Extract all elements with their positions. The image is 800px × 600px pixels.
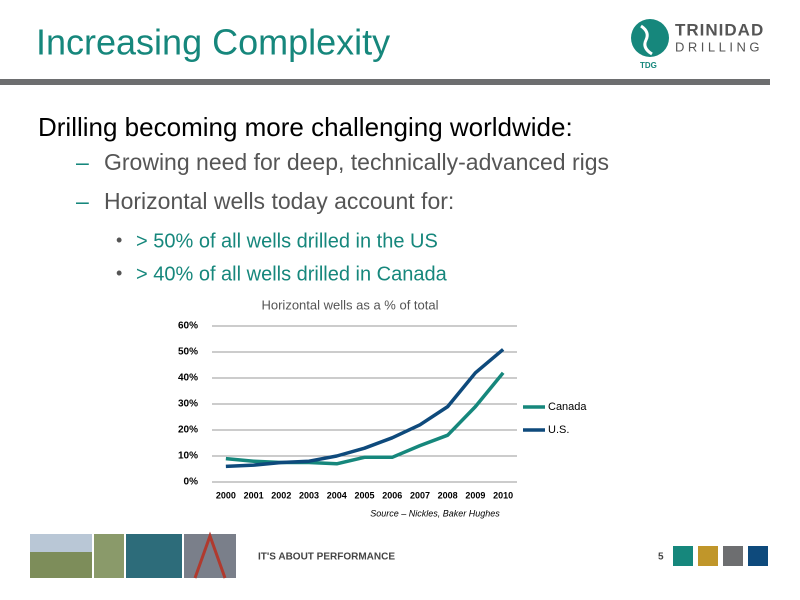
slide-title: Increasing Complexity — [36, 22, 390, 63]
x-tick-label: 2006 — [382, 490, 402, 500]
page-number: 5 — [658, 552, 664, 563]
x-tick-label: 2009 — [465, 490, 485, 500]
x-tick-label: 2004 — [327, 490, 347, 500]
x-tick-label: 2005 — [354, 490, 374, 500]
bullet-subsub: > 40% of all wells drilled in Canada — [136, 263, 448, 285]
title-rule — [0, 79, 770, 85]
photo — [94, 534, 124, 578]
y-tick-label: 30% — [178, 399, 198, 410]
bullet-sub: Horizontal wells today account for: — [104, 188, 454, 214]
x-tick-label: 2001 — [244, 490, 264, 500]
y-tick-label: 0% — [184, 477, 199, 488]
y-tick-label: 10% — [178, 451, 198, 462]
legend-label: Canada — [548, 401, 587, 413]
photo — [126, 534, 182, 578]
line-series — [225, 371, 505, 466]
swatch — [673, 546, 693, 566]
y-tick-label: 20% — [178, 425, 198, 436]
x-tick-label: 2007 — [410, 490, 430, 500]
dash: – — [76, 188, 89, 214]
swatch — [698, 546, 718, 566]
photo-rig — [193, 531, 227, 579]
dot: • — [116, 263, 122, 283]
bullet-sub: Growing need for deep, technically-advan… — [104, 149, 609, 175]
logo-text: TRINIDAD — [675, 20, 764, 39]
dot: • — [116, 230, 122, 250]
swatch — [748, 546, 768, 566]
y-tick-label: 60% — [178, 321, 198, 332]
x-tick-label: 2008 — [438, 490, 458, 500]
bullet-subsub: > 50% of all wells drilled in the US — [136, 230, 438, 252]
dash: – — [76, 149, 89, 175]
logo-swoosh — [640, 24, 653, 56]
photo — [184, 534, 236, 578]
chart-source: Source – Nickles, Baker Hughes — [370, 508, 500, 518]
x-tick-label: 2000 — [216, 490, 236, 500]
logo-badge: TDG — [640, 61, 657, 70]
x-tick-label: 2002 — [271, 490, 291, 500]
bullet-main: Drilling becoming more challenging world… — [38, 112, 573, 142]
swatch — [723, 546, 743, 566]
footer-tagline: IT'S ABOUT PERFORMANCE — [258, 552, 395, 563]
y-tick-label: 40% — [178, 373, 198, 384]
photo-sky — [30, 534, 92, 552]
chart-title: Horizontal wells as a % of total — [261, 297, 438, 312]
line-series — [225, 348, 505, 469]
x-tick-label: 2003 — [299, 490, 319, 500]
x-tick-label: 2010 — [493, 490, 513, 500]
y-tick-label: 50% — [178, 347, 198, 358]
logo-text: DRILLING — [675, 39, 763, 54]
logo-globe — [631, 19, 669, 57]
legend-label: U.S. — [548, 424, 569, 436]
